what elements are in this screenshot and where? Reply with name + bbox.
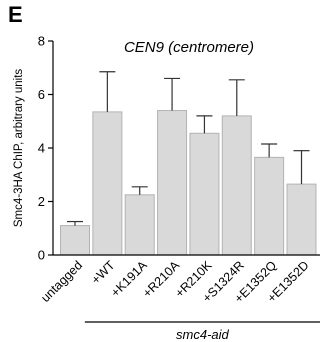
x-tick-label: +WT [89,258,118,287]
bar-e1352q [254,156,285,256]
group-label: smc4-aid [176,327,230,342]
y-tick-label: 4 [38,141,45,156]
panel-letter: E [8,2,23,27]
bars-group [60,110,317,256]
chart-title: CEN9 (centromere) [124,39,254,56]
y-tick-label: 2 [38,194,45,209]
bar-wt [92,111,123,256]
bar-r210a [157,110,188,256]
y-axis-label: Smc4-3HA ChIP, arbitrary units [13,69,25,228]
bar-k191a [124,194,155,256]
bar-s1324r [221,115,252,256]
y-tick-label: 0 [38,248,45,263]
y-tick-label: 8 [38,34,45,49]
bar-untagged [60,225,90,256]
error-bars-group [67,71,310,226]
y-tick-label: 6 [38,87,45,102]
x-tick-label: untagged [38,258,85,305]
y-ticks-group: 0 2 4 6 8 [38,34,53,263]
bar-r210k [189,132,220,256]
x-labels-group: untagged +WT+K191A+R210A+R210K+S1324R+E13… [38,258,311,306]
bar-e1352d [286,183,317,256]
